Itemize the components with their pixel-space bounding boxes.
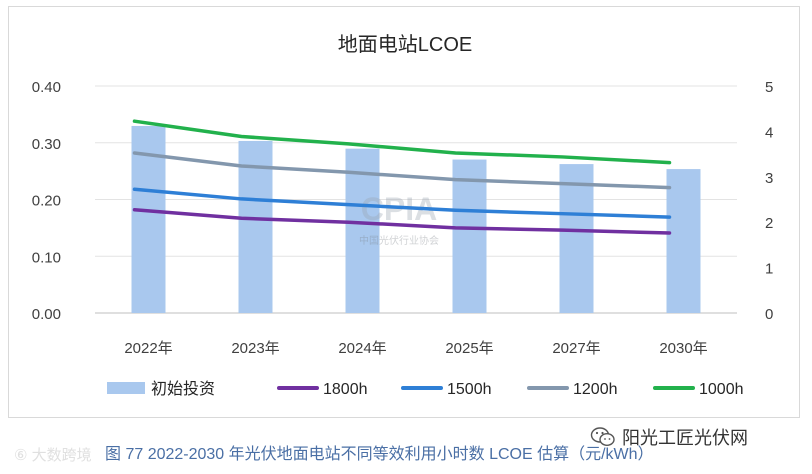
legend-swatch-bar: [107, 382, 145, 394]
lcoe-chart: 地面电站LCOE CPIA 中国光伏行业协会 0.000.100.200.300…: [32, 33, 774, 398]
y-axis-left: 0.00 0.10 0.20 0.30 0.40: [32, 79, 61, 323]
y-right-tick-label: 3: [765, 170, 773, 187]
watermark-right: 阳光工匠光伏网: [590, 424, 748, 450]
y-right-tick-label: 5: [765, 79, 773, 96]
y-left-tick-label: 0.40: [32, 79, 61, 96]
wechat-icon: [590, 427, 615, 447]
x-tick-label: 2027年: [552, 340, 600, 357]
y-right-tick-label: 4: [765, 124, 773, 141]
legend-label: 1800h: [323, 381, 368, 398]
x-tick-label: 2024年: [338, 340, 386, 357]
x-axis: 2022年 2023年 2024年 2025年 2027年 2030年: [124, 340, 707, 357]
y-axis-right: 0 1 2 3 4 5: [765, 79, 773, 323]
x-tick-label: 2030年: [659, 340, 707, 357]
y-left-tick-label: 0.00: [32, 306, 61, 323]
x-tick-label: 2025年: [445, 340, 493, 357]
line-series: [132, 119, 672, 235]
bar-initial-investment: [666, 169, 701, 313]
y-left-tick-label: 0.20: [32, 193, 61, 210]
figure-caption: 图 77 2022-2030 年光伏地面电站不同等效利用小时数 LCOE 估算（…: [105, 446, 654, 463]
bar-initial-investment: [559, 164, 594, 313]
watermark-right-text: 阳光工匠光伏网: [622, 428, 748, 448]
cpia-watermark: CPIA 中国光伏行业协会: [359, 191, 439, 247]
y-left-tick-label: 0.30: [32, 136, 61, 153]
line-series-1200h: [132, 151, 672, 190]
legend-label: 1500h: [447, 381, 492, 398]
bar-initial-investment: [238, 140, 273, 313]
legend-label: 初始投资: [151, 380, 215, 398]
y-right-tick-label: 0: [765, 306, 773, 323]
line-series-1800h: [132, 207, 672, 235]
bar-initial-investment: [345, 148, 380, 313]
watermark-left: ⑥ 大数跨境: [14, 447, 92, 464]
x-tick-label: 2023年: [231, 340, 279, 357]
x-tick-label: 2022年: [124, 340, 172, 357]
gridlines: [95, 85, 737, 314]
chart-title: 地面电站LCOE: [338, 33, 472, 56]
legend: 初始投资 1800h 1500h 1200h 1000h: [107, 380, 744, 398]
bar-series: [131, 125, 701, 314]
y-left-tick-label: 0.10: [32, 249, 61, 266]
legend-label: 1200h: [573, 381, 618, 398]
watermark-cpia-subtext: 中国光伏行业协会: [359, 234, 439, 247]
bar-initial-investment: [452, 159, 487, 313]
line-series-1000h: [132, 119, 672, 165]
legend-label: 1000h: [699, 381, 744, 398]
y-right-tick-label: 1: [765, 261, 773, 278]
y-right-tick-label: 2: [765, 215, 773, 232]
chart-frame: 地面电站LCOE CPIA 中国光伏行业协会 0.00 0.10 0.20 0.30 0…: [8, 6, 800, 418]
line-series-1500h: [132, 187, 672, 219]
